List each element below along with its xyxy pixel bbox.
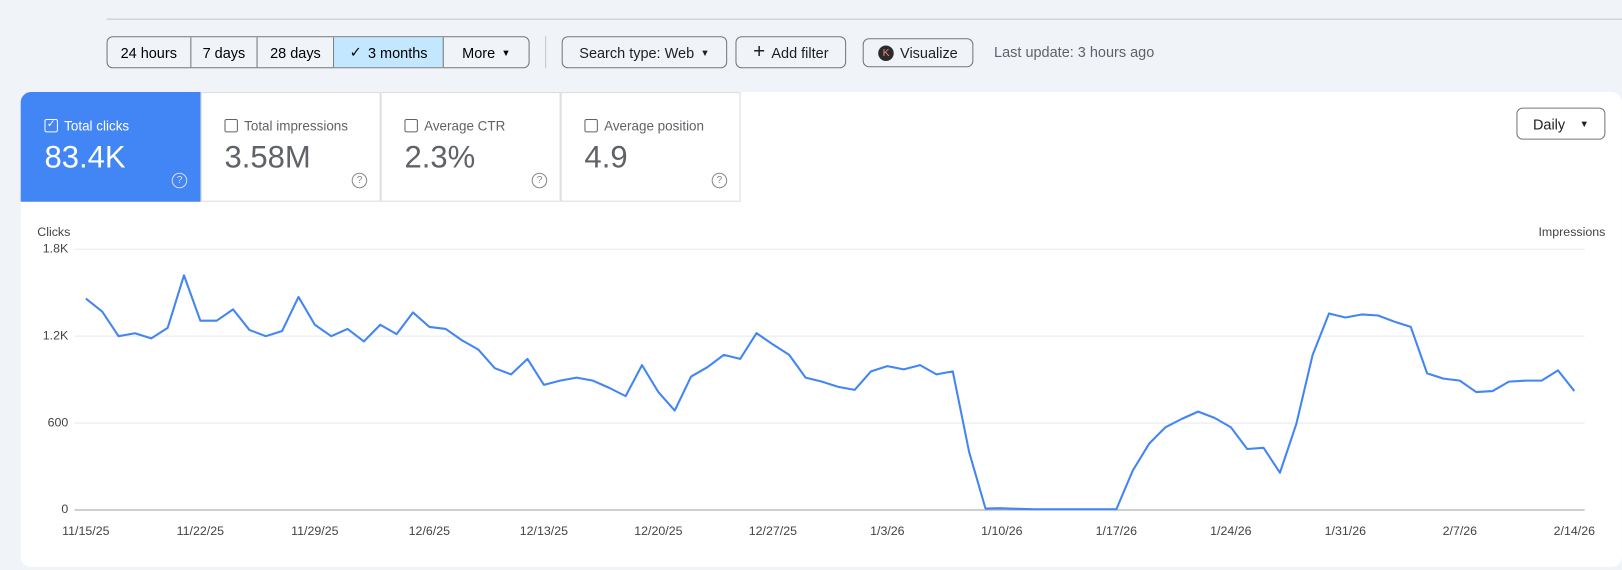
metric-tab[interactable]: Total impressions 3.58M? [200,92,381,202]
label: Add filter [771,43,829,61]
caret: ▼ [1579,118,1589,129]
granularity-dropdown[interactable]: Daily ▼ [1516,107,1606,140]
x-tick-label: 11/29/25 [291,524,338,538]
x-tick-label: 1/10/26 [981,524,1022,538]
last-update: Last update: 3 hours ago [994,43,1155,60]
x-tick-label: 1/31/26 [1325,524,1366,538]
help-icon[interactable]: ? [351,172,368,189]
visualize-button[interactable]: K Visualize [862,38,974,68]
metric-label: Average position [604,117,705,134]
help-icon[interactable]: ? [171,172,188,189]
y-tick-label: 1.2K [43,328,69,342]
metric-tab[interactable]: Average position 4.9? [560,92,741,202]
separator [545,36,547,69]
icon: K [878,44,894,61]
metric-value: 3.58M [224,140,311,175]
metric-label: Total clicks [64,117,130,134]
range-button[interactable]: 24 hours [108,37,191,68]
x-tick-label: 1/3/26 [870,524,905,538]
data-line [85,274,1576,511]
x-tick-label: 1/17/26 [1096,524,1137,538]
metric-value: 2.3% [404,140,476,175]
x-tick-label: 2/7/26 [1443,524,1478,538]
add-filter-button[interactable]: + Add filter [735,36,847,69]
x-tick-label: 12/20/25 [634,524,682,538]
label: More [462,43,496,61]
divider [106,18,1622,20]
x-tick-label: 12/13/25 [520,524,568,538]
label: Daily [1532,115,1566,132]
y2-axis-label: Impressions [1538,225,1605,239]
check: ✓ [349,43,362,60]
y-axis-label: Clicks [37,225,70,239]
help-icon[interactable]: ? [531,172,548,189]
label: Visualize [900,44,958,62]
label: 3 months [367,43,428,61]
checkbox [584,118,598,133]
x-tick-label: 12/27/25 [749,524,797,538]
y-tick-label: 0 [61,502,68,516]
metric-tab-selected[interactable]: ✓ Total clicks 83.4K? [20,92,201,202]
x-tick-label: 1/24/26 [1210,524,1251,538]
metric-value: 83.4K [44,140,126,175]
checkbox [404,118,418,133]
date-range-group: 24 hours 7 days 28 days ✓ 3 months More ▼ [106,36,530,69]
range-button[interactable]: 7 days [191,37,258,68]
help-icon[interactable]: ? [711,172,728,189]
label: Search type: Web [579,43,695,61]
caret: ▼ [501,47,511,58]
plus: + [753,40,766,64]
checkbox: ✓ [44,118,58,133]
x-tick-label: 11/22/25 [177,524,224,538]
caret: ▼ [700,47,710,58]
y-tick-label: 1.8K [43,242,69,256]
metric-label: Average CTR [424,117,506,134]
metric-value: 4.9 [584,140,628,175]
y-tick-label: 600 [48,415,69,429]
more-button[interactable]: More ▼ [444,37,528,67]
range-button-selected[interactable]: ✓ 3 months [334,37,445,68]
search-type-button[interactable]: Search type: Web ▼ [561,36,728,69]
x-tick-label: 12/6/25 [409,524,450,538]
range-button[interactable]: 28 days [258,37,335,68]
checkbox [224,118,238,133]
x-tick-label: 2/14/26 [1554,524,1595,538]
metric-label: Total impressions [244,117,349,134]
x-tick-label: 11/15/25 [62,524,109,538]
metric-tab[interactable]: Average CTR 2.3%? [380,92,561,202]
